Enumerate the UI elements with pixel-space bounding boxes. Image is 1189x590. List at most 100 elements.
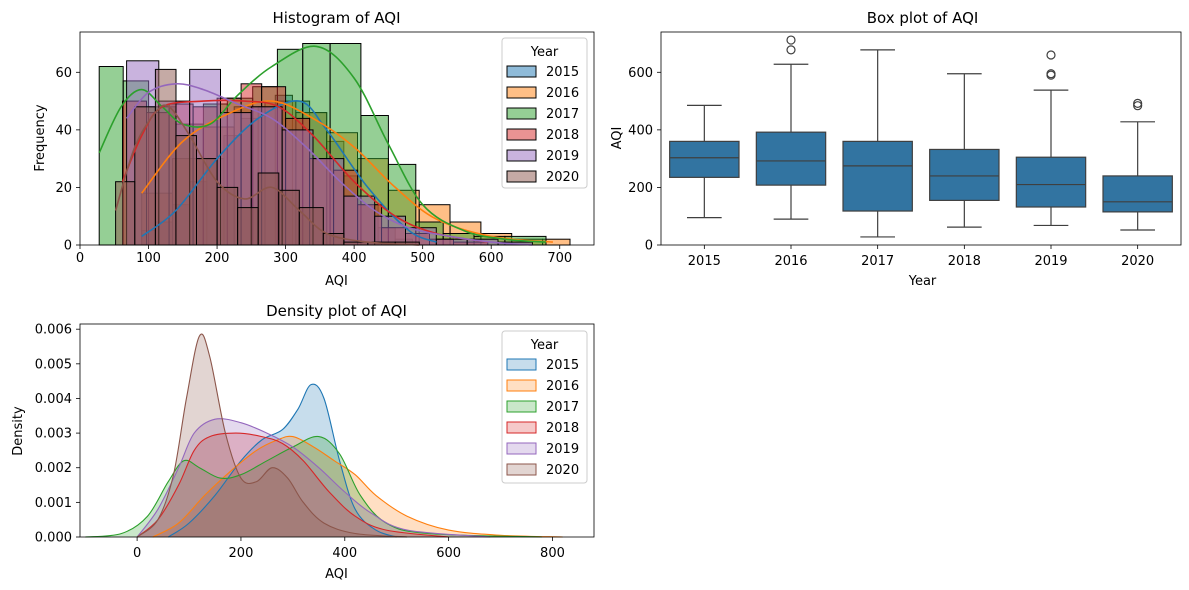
boxplot-x-tick-label: 2019 bbox=[1034, 254, 1067, 269]
boxplot-iqr-box bbox=[1015, 156, 1087, 208]
histogram-kde-line-2015 bbox=[141, 100, 437, 243]
histogram-x-tick-label: 100 bbox=[136, 251, 161, 266]
histogram-x-tick-label: 0 bbox=[76, 251, 84, 266]
density-line-2015 bbox=[167, 383, 397, 538]
density-line-2019 bbox=[136, 418, 491, 538]
histogram-bar bbox=[237, 207, 259, 246]
density-legend-label: 2016 bbox=[546, 379, 579, 394]
histogram-plot-area bbox=[98, 43, 571, 246]
histogram-y-tick-label: 40 bbox=[55, 123, 72, 138]
boxplot-x-tick-label: 2018 bbox=[948, 254, 981, 269]
density-y-tick-label: 0.004 bbox=[35, 392, 72, 407]
histogram-series-2020 bbox=[115, 68, 420, 246]
density-y-axis-label: Density bbox=[11, 406, 26, 456]
density-legend-label: 2015 bbox=[546, 358, 579, 373]
histogram-y-tick-label: 0 bbox=[64, 239, 72, 254]
density-legend-title: Year bbox=[530, 338, 559, 353]
boxplot-y-axis-label: AQI bbox=[610, 127, 625, 150]
density-x-tick-label: 800 bbox=[540, 546, 565, 561]
density-legend-swatch bbox=[506, 442, 537, 455]
histogram-panel: Histogram of AQI 0 100 200 300 400 500 600 7000… bbox=[33, 9, 595, 289]
histogram-x-tick-label: 700 bbox=[547, 251, 572, 266]
histogram-legend-label: 2018 bbox=[546, 128, 579, 143]
boxplot-iqr-box bbox=[1102, 175, 1173, 213]
histogram-y-tick-label: 60 bbox=[55, 66, 72, 81]
histogram-x-tick-label: 600 bbox=[479, 251, 504, 266]
histogram-title: Histogram of AQI bbox=[272, 9, 400, 27]
density-legend-label: 2018 bbox=[546, 421, 579, 436]
histogram-bar bbox=[343, 195, 376, 246]
density-y-tick-label: 0.000 bbox=[35, 531, 72, 546]
density-panel: Density plot of AQI 0 200 400 600 800 0.000 0.… bbox=[11, 302, 595, 582]
boxplot-x-axis-label: Year bbox=[908, 274, 937, 289]
density-y-tick-label: 0.001 bbox=[35, 496, 72, 511]
boxplot-box-2016 bbox=[755, 35, 827, 220]
histogram-bar bbox=[343, 241, 369, 246]
boxplot-iqr-box bbox=[842, 140, 913, 212]
boxplot-outlier-point bbox=[786, 35, 796, 45]
density-line-2016 bbox=[152, 435, 563, 538]
boxplot-box-2019 bbox=[1015, 50, 1087, 227]
density-line-2020 bbox=[136, 333, 408, 538]
boxplot-iqr-box bbox=[669, 140, 740, 178]
histogram-x-axis-label: AQI bbox=[325, 274, 348, 289]
density-legend-swatch bbox=[506, 400, 537, 413]
boxplot-outlier-point bbox=[1133, 101, 1143, 111]
histogram-bar bbox=[278, 189, 300, 246]
boxplot-box-2018 bbox=[929, 73, 1000, 228]
histogram-legend-label: 2017 bbox=[546, 107, 579, 122]
histogram-x-tick-label: 200 bbox=[205, 251, 230, 266]
boxplot-iqr-box bbox=[755, 131, 827, 186]
boxplot-x-tick-label: 2016 bbox=[774, 254, 807, 269]
histogram-legend-label: 2015 bbox=[546, 65, 579, 80]
density-y-tick-label: 0.003 bbox=[35, 427, 72, 442]
histogram-legend-swatch bbox=[506, 65, 537, 78]
density-x-axis-label: AQI bbox=[325, 567, 348, 582]
density-legend-frame bbox=[501, 330, 588, 484]
boxplot-y-tick-label: 600 bbox=[628, 66, 653, 81]
density-x-tick-label: 400 bbox=[332, 546, 357, 561]
boxplot-axes: 2015 2016 2017 2018 2019 2020 0 200 400 600 bbox=[628, 31, 1182, 269]
boxplot-x-tick-label: 2017 bbox=[861, 254, 894, 269]
density-area-2016 bbox=[152, 436, 563, 537]
histogram-legend-label: 2016 bbox=[546, 86, 579, 101]
density-area-2015 bbox=[168, 384, 397, 537]
density-legend-swatch bbox=[506, 463, 537, 476]
boxplot-iqr-box bbox=[929, 148, 1000, 201]
density-x-tick-label: 200 bbox=[229, 546, 254, 561]
boxplot-box-2015 bbox=[669, 104, 740, 219]
histogram-bar bbox=[257, 172, 280, 246]
density-axes-frame bbox=[79, 323, 595, 538]
boxplot-axes-frame bbox=[660, 31, 1182, 246]
density-line-2018 bbox=[136, 432, 449, 538]
density-y-tick-label: 0.002 bbox=[35, 461, 72, 476]
histogram-legend-swatch bbox=[506, 107, 537, 120]
histogram-legend-label: 2020 bbox=[546, 170, 579, 185]
boxplot-box-2020 bbox=[1102, 98, 1173, 231]
histogram-x-tick-label: 500 bbox=[410, 251, 435, 266]
density-legend-label: 2019 bbox=[546, 442, 579, 457]
density-axes: 0 200 400 600 800 0.000 0.001 0.002 0.003 0.004 0.… bbox=[35, 323, 595, 561]
histogram-axes-frame bbox=[79, 31, 595, 246]
histogram-y-axis-label: Frequency bbox=[33, 104, 48, 171]
histogram-bar bbox=[115, 181, 136, 246]
density-legend-label: 2020 bbox=[546, 463, 579, 478]
boxplot-plot-area bbox=[669, 35, 1173, 238]
density-x-tick-label: 0 bbox=[133, 546, 141, 561]
density-legend: Year 2015 2016 2017 2018 2019 2020 bbox=[501, 330, 588, 484]
histogram-legend-swatch bbox=[506, 128, 537, 141]
density-legend-label: 2017 bbox=[546, 400, 579, 415]
histogram-legend-label: 2019 bbox=[546, 149, 579, 164]
boxplot-y-tick-label: 200 bbox=[628, 181, 653, 196]
boxplot-outlier-point bbox=[1046, 50, 1056, 60]
histogram-axes: 0 100 200 300 400 500 600 700 0 20 40 60 bbox=[55, 31, 595, 266]
density-area-2019 bbox=[137, 418, 491, 537]
boxplot-outlier-point bbox=[786, 45, 796, 55]
density-legend-swatch bbox=[506, 421, 537, 434]
boxplot-x-tick-label: 2020 bbox=[1121, 254, 1154, 269]
boxplot-title: Box plot of AQI bbox=[867, 9, 979, 27]
density-y-tick-label: 0.006 bbox=[35, 323, 72, 338]
histogram-legend-swatch bbox=[506, 170, 537, 183]
density-area-2017 bbox=[85, 436, 543, 537]
density-plot-area bbox=[85, 333, 563, 538]
